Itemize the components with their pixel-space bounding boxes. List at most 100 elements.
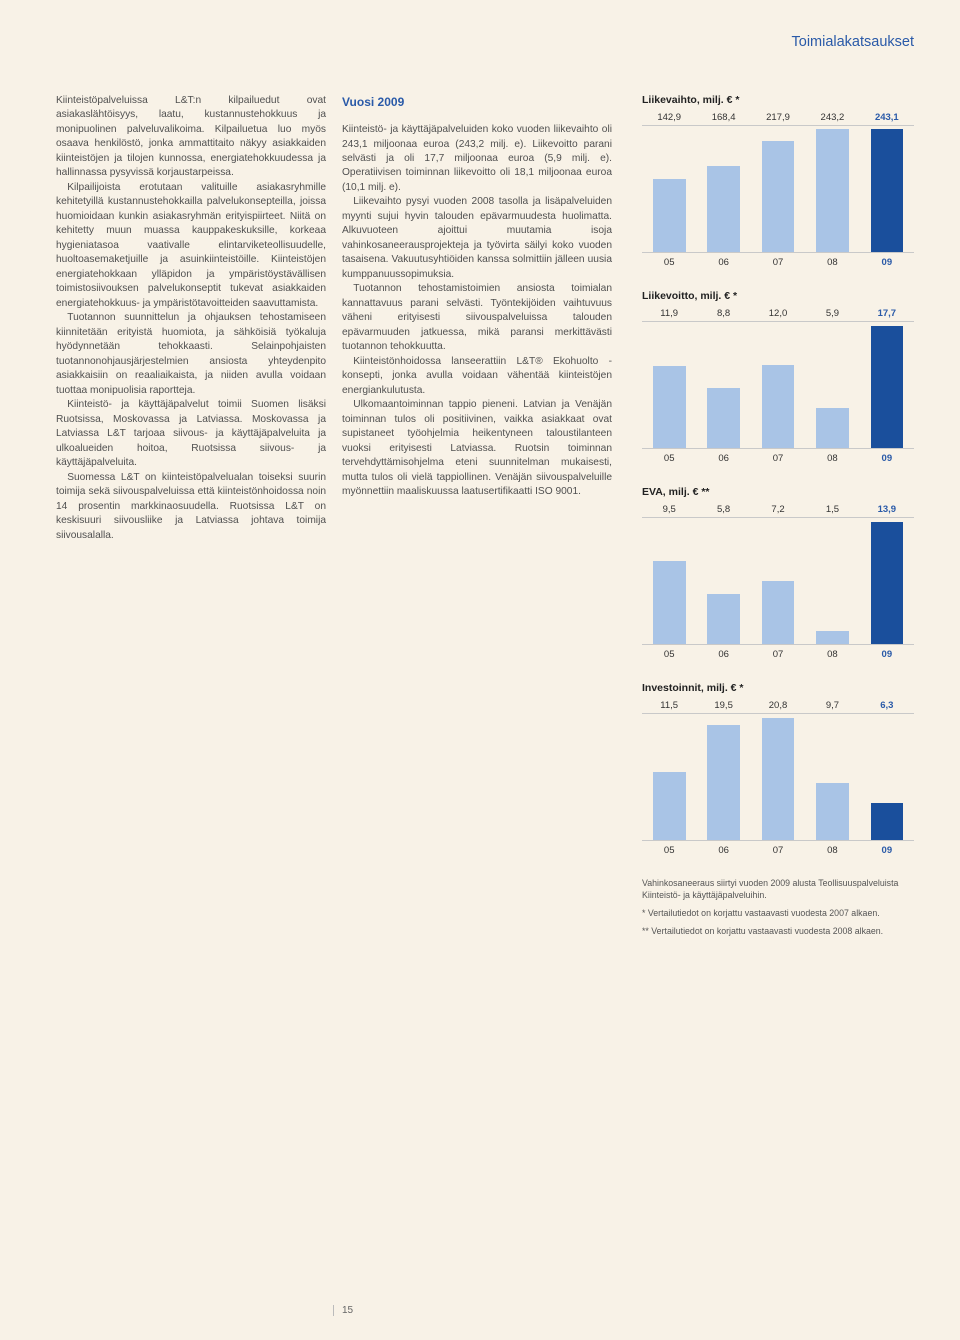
paragraph: Kilpailijoista erotutaan valituille asia… — [56, 181, 326, 311]
chart-value: 217,9 — [751, 112, 805, 123]
text-column-left: Kiinteistöpalveluissa L&T:n kilpailuedut… — [56, 94, 326, 944]
chart-value: 243,1 — [860, 112, 914, 123]
chart-plot-area — [642, 125, 914, 253]
chart-value: 5,9 — [805, 308, 859, 319]
chart-value: 13,9 — [860, 504, 914, 515]
chart-title: Liikevoitto, milj. € * — [642, 290, 914, 302]
charts-column: Liikevaihto, milj. € *142,9168,4217,9243… — [642, 94, 914, 944]
bar-slot — [696, 126, 750, 252]
chart-x-label: 07 — [751, 649, 805, 660]
chart-plot-area — [642, 517, 914, 645]
chart-value: 1,5 — [805, 504, 859, 515]
bar — [816, 408, 849, 448]
bar — [816, 631, 849, 644]
chart-x-label: 07 — [751, 453, 805, 464]
chart-x-labels: 0506070809 — [642, 845, 914, 856]
footnote: * Vertailutiedot on korjattu vastaavasti… — [642, 908, 914, 920]
chart-value: 168,4 — [696, 112, 750, 123]
chart-value: 7,2 — [751, 504, 805, 515]
bar-slot — [860, 518, 914, 644]
chart-title: Liikevaihto, milj. € * — [642, 94, 914, 106]
bar-slot — [805, 518, 859, 644]
chart-value: 9,7 — [805, 700, 859, 711]
chart-x-labels: 0506070809 — [642, 453, 914, 464]
chart-x-label: 06 — [696, 453, 750, 464]
bar-slot — [751, 714, 805, 840]
bar-slot — [642, 126, 696, 252]
bar — [707, 388, 740, 448]
bar — [762, 365, 795, 448]
bar-chart: Liikevaihto, milj. € *142,9168,4217,9243… — [642, 94, 914, 268]
bar-slot — [805, 126, 859, 252]
paragraph: Kiinteistö- ja käyttäjäpalveluiden koko … — [342, 123, 612, 195]
chart-x-label: 09 — [860, 257, 914, 268]
chart-x-label: 05 — [642, 649, 696, 660]
footnote: Vahinkosaneeraus siirtyi vuoden 2009 alu… — [642, 878, 914, 902]
bar-chart: EVA, milj. € **9,55,87,21,513,9050607080… — [642, 486, 914, 660]
chart-x-label: 05 — [642, 453, 696, 464]
bar — [653, 772, 686, 840]
chart-x-label: 05 — [642, 845, 696, 856]
chart-value: 8,8 — [696, 308, 750, 319]
bar — [653, 366, 686, 448]
chart-value: 17,7 — [860, 308, 914, 319]
footnote: ** Vertailutiedot on korjattu vastaavast… — [642, 926, 914, 938]
bar — [871, 803, 904, 840]
chart-value: 20,8 — [751, 700, 805, 711]
chart-value: 9,5 — [642, 504, 696, 515]
document-page: Toimialakatsaukset Kiinteistöpalveluissa… — [0, 0, 960, 968]
bar-slot — [805, 714, 859, 840]
paragraph: Tuotannon suunnittelun ja ohjauksen teho… — [56, 311, 326, 398]
bar-slot — [642, 322, 696, 448]
chart-value: 142,9 — [642, 112, 696, 123]
bar-slot — [696, 518, 750, 644]
chart-value-row: 9,55,87,21,513,9 — [642, 504, 914, 515]
chart-value-row: 11,98,812,05,917,7 — [642, 308, 914, 319]
bar-slot — [860, 714, 914, 840]
paragraph: Suomessa L&T on kiinteistöpalvelualan to… — [56, 471, 326, 543]
chart-x-label: 06 — [696, 845, 750, 856]
bar — [871, 129, 904, 252]
chart-value: 11,5 — [642, 700, 696, 711]
chart-x-label: 07 — [751, 257, 805, 268]
chart-value: 243,2 — [805, 112, 859, 123]
chart-x-label: 09 — [860, 453, 914, 464]
bar-slot — [860, 126, 914, 252]
chart-x-label: 05 — [642, 257, 696, 268]
chart-x-label: 08 — [805, 845, 859, 856]
section-header: Toimialakatsaukset — [56, 34, 914, 50]
year-heading: Vuosi 2009 — [342, 94, 612, 111]
chart-value-row: 142,9168,4217,9243,2243,1 — [642, 112, 914, 123]
page-number: 15 — [333, 1305, 353, 1316]
bar-slot — [860, 322, 914, 448]
bar-slot — [751, 518, 805, 644]
chart-value: 6,3 — [860, 700, 914, 711]
paragraph: Ulkomaantoiminnan tappio pieneni. Latvia… — [342, 398, 612, 499]
bar — [707, 594, 740, 644]
chart-title: Investoinnit, milj. € * — [642, 682, 914, 694]
text-column-mid: Vuosi 2009 Kiinteistö- ja käyttäjäpalvel… — [342, 94, 612, 944]
chart-x-label: 09 — [860, 845, 914, 856]
chart-x-labels: 0506070809 — [642, 649, 914, 660]
bar-slot — [805, 322, 859, 448]
chart-plot-area — [642, 713, 914, 841]
chart-x-label: 08 — [805, 649, 859, 660]
bar-chart: Investoinnit, milj. € *11,519,520,89,76,… — [642, 682, 914, 856]
chart-value: 12,0 — [751, 308, 805, 319]
chart-x-label: 06 — [696, 257, 750, 268]
chart-x-label: 06 — [696, 649, 750, 660]
bar — [707, 725, 740, 840]
bar — [762, 718, 795, 840]
paragraph: Kiinteistö- ja käyttäjäpalvelut toimii S… — [56, 398, 326, 470]
chart-footnotes: Vahinkosaneeraus siirtyi vuoden 2009 alu… — [642, 878, 914, 938]
paragraph: Tuotannon tehostamistoimien ansiosta toi… — [342, 282, 612, 354]
chart-x-labels: 0506070809 — [642, 257, 914, 268]
bar — [762, 141, 795, 252]
bar — [816, 783, 849, 840]
chart-value: 5,8 — [696, 504, 750, 515]
chart-x-label: 08 — [805, 453, 859, 464]
bar-slot — [751, 126, 805, 252]
bar-slot — [642, 714, 696, 840]
bar — [871, 522, 904, 644]
bar — [653, 179, 686, 252]
